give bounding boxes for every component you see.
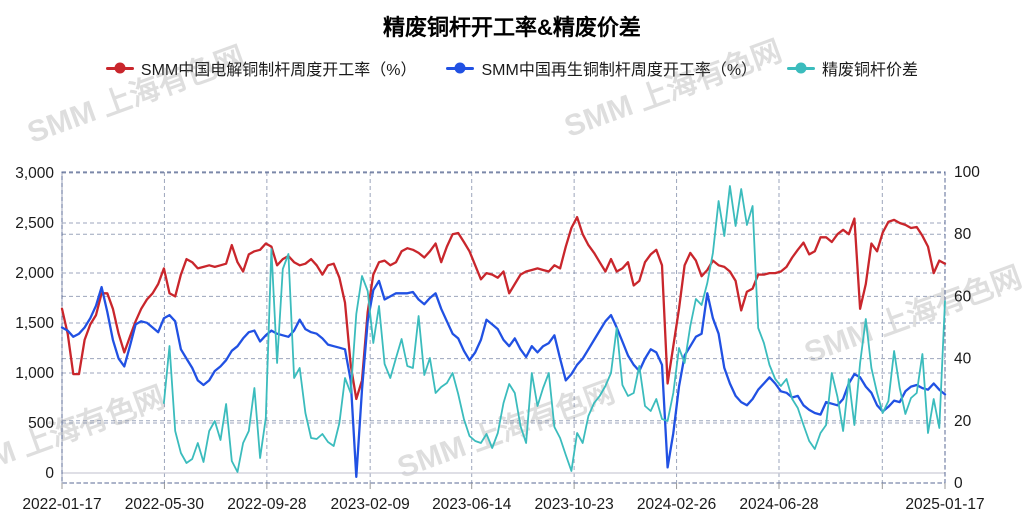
x-axis-label: 2023-06-14: [432, 496, 512, 513]
y-axis-right-label: 80: [954, 226, 972, 243]
y-axis-right-label: 20: [954, 413, 972, 430]
x-axis-label: 2024-06-28: [739, 496, 818, 513]
x-axis-label: 2024-02-26: [637, 496, 716, 513]
legend: SMM中国电解铜制杆周度开工率（%） SMM中国再生铜制杆周度开工率（%） 精废…: [0, 56, 1024, 80]
y-axis-left-label: 1,500: [15, 315, 54, 332]
y-axis-left-label: 500: [28, 415, 54, 432]
legend-label: SMM中国再生铜制杆周度开工率（%）: [481, 62, 758, 79]
y-axis-right-label: 0: [954, 475, 963, 492]
legend-item-electrolytic-rod-rate[interactable]: SMM中国电解铜制杆周度开工率（%）: [105, 56, 417, 80]
series-line-price-spread: [163, 185, 946, 473]
x-axis-label: 2022-05-30: [125, 496, 205, 513]
x-axis-label: 2023-02-09: [331, 496, 410, 513]
x-axis-label: 2025-01-17: [905, 496, 984, 513]
chart-title: 精废铜杆开工率&精废价差: [383, 15, 641, 40]
y-axis-left-label: 0: [45, 465, 54, 482]
blue-line-marker-icon: [446, 62, 475, 75]
x-axis-label: 2022-01-17: [22, 496, 101, 513]
teal-line-marker-icon: [787, 62, 816, 75]
legend-label: 精废铜杆价差: [822, 62, 919, 79]
y-axis-right-label: 100: [954, 164, 980, 181]
series-line-electrolytic-rod-rate: [60, 215, 947, 401]
x-axis-label: 2022-09-28: [227, 496, 306, 513]
y-axis-right-label: 60: [954, 288, 972, 305]
y-axis-left-label: 2,500: [15, 215, 54, 232]
y-axis-right-label: 40: [954, 351, 972, 368]
red-line-marker-icon: [105, 62, 134, 75]
y-axis-left-label: 1,000: [15, 365, 54, 382]
y-axis-left-label: 2,000: [15, 265, 54, 282]
legend-label: SMM中国电解铜制杆周度开工率（%）: [140, 62, 417, 79]
plot-frame: [61, 171, 946, 484]
y-axis-left-label: 3,000: [15, 165, 54, 182]
x-axis-label: 2023-10-23: [534, 496, 613, 513]
series-line-recycled-rod-rate: [60, 279, 947, 478]
legend-item-recycled-rod-rate[interactable]: SMM中国再生铜制杆周度开工率（%）: [446, 56, 757, 80]
legend-item-price-spread[interactable]: 精废铜杆价差: [787, 56, 918, 80]
